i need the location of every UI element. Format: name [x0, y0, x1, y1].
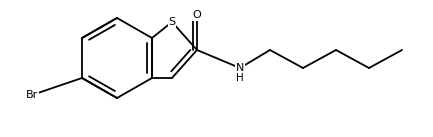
Text: H: H: [236, 73, 244, 83]
Text: S: S: [168, 17, 175, 27]
Text: O: O: [193, 10, 201, 20]
Text: Br: Br: [26, 90, 38, 100]
Text: N: N: [236, 63, 244, 73]
